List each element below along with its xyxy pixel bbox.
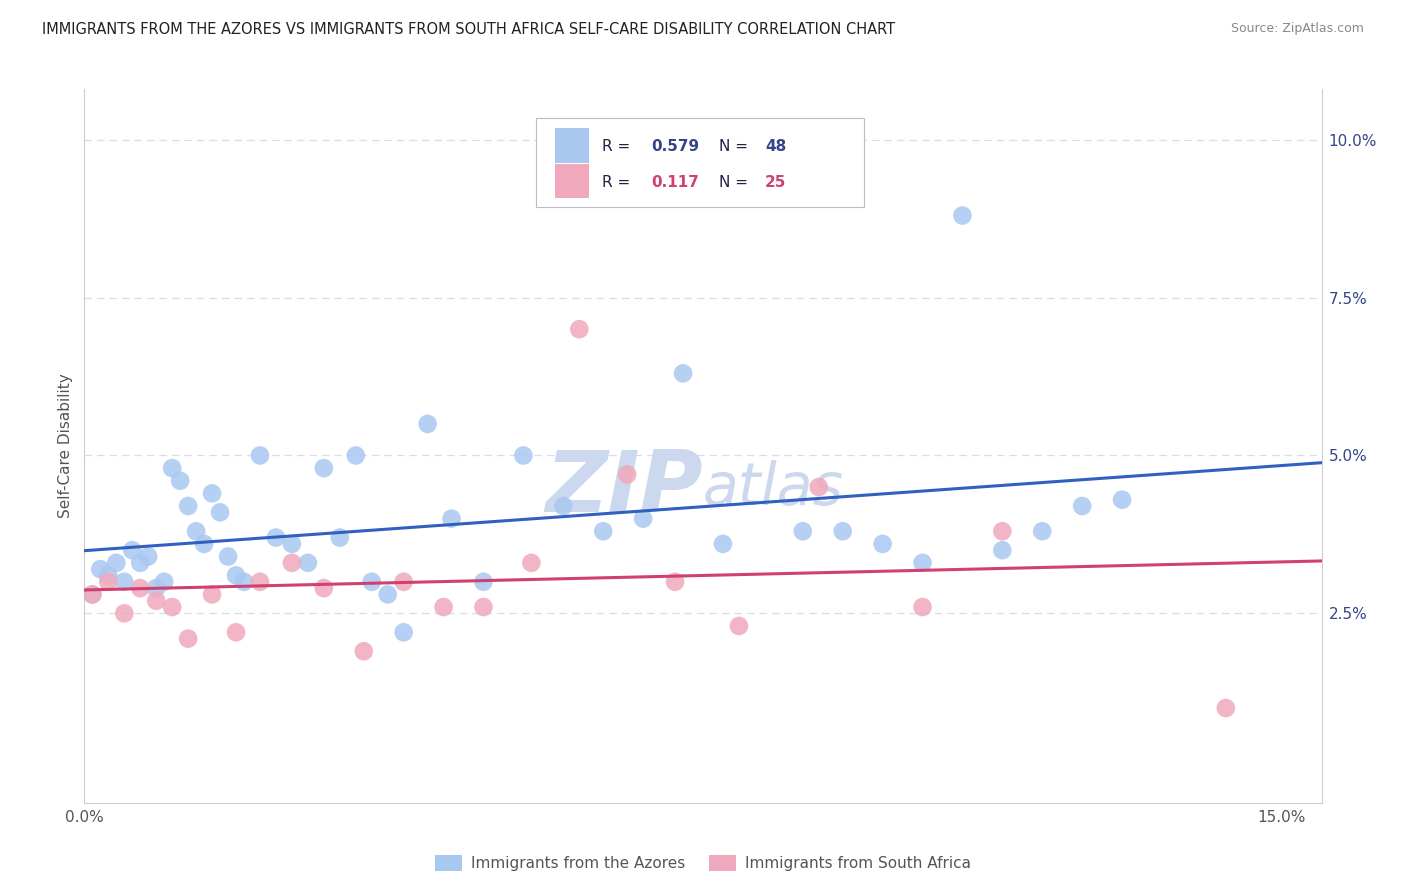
Point xyxy=(344,449,367,463)
Point xyxy=(792,524,814,539)
Point xyxy=(105,556,128,570)
Text: atlas: atlas xyxy=(703,460,844,517)
Point xyxy=(553,499,575,513)
Point xyxy=(97,568,120,582)
Point xyxy=(568,322,591,336)
Point xyxy=(145,581,167,595)
Point xyxy=(97,574,120,589)
Point xyxy=(472,600,495,615)
Point xyxy=(329,531,352,545)
Text: 48: 48 xyxy=(765,139,786,153)
Point xyxy=(177,632,200,646)
Point xyxy=(136,549,159,564)
Point xyxy=(281,537,304,551)
Point xyxy=(472,574,495,589)
Point xyxy=(233,574,256,589)
Point xyxy=(153,574,176,589)
Point xyxy=(82,587,104,601)
Point xyxy=(520,556,543,570)
Point xyxy=(249,449,271,463)
Point xyxy=(160,461,183,475)
Point xyxy=(160,600,183,615)
Text: 0.579: 0.579 xyxy=(651,139,699,153)
Point xyxy=(831,524,853,539)
Point xyxy=(991,524,1014,539)
Point xyxy=(209,505,232,519)
Point xyxy=(1215,701,1237,715)
Point xyxy=(217,549,239,564)
Point xyxy=(225,568,247,582)
FancyBboxPatch shape xyxy=(536,118,863,207)
Point xyxy=(432,600,454,615)
Point xyxy=(631,511,654,525)
Point xyxy=(112,574,135,589)
Point xyxy=(249,574,271,589)
Point xyxy=(353,644,375,658)
Text: N =: N = xyxy=(718,139,754,153)
Text: 0.117: 0.117 xyxy=(651,175,699,190)
Point xyxy=(377,587,399,601)
Point xyxy=(112,607,135,621)
Point xyxy=(312,581,335,595)
Point xyxy=(177,499,200,513)
Text: R =: R = xyxy=(602,175,640,190)
Point xyxy=(201,587,224,601)
Point xyxy=(82,587,104,601)
Point xyxy=(416,417,439,431)
Point xyxy=(312,461,335,475)
Point xyxy=(297,556,319,570)
Point xyxy=(1071,499,1094,513)
Point xyxy=(392,625,415,640)
Point xyxy=(121,543,143,558)
Point xyxy=(281,556,304,570)
Point xyxy=(807,480,830,494)
Text: N =: N = xyxy=(718,175,754,190)
FancyBboxPatch shape xyxy=(554,128,589,162)
Text: IMMIGRANTS FROM THE AZORES VS IMMIGRANTS FROM SOUTH AFRICA SELF-CARE DISABILITY : IMMIGRANTS FROM THE AZORES VS IMMIGRANTS… xyxy=(42,22,896,37)
Point xyxy=(991,543,1014,558)
Point xyxy=(1111,492,1133,507)
Text: 25: 25 xyxy=(765,175,786,190)
Point xyxy=(952,209,974,223)
Point xyxy=(664,574,686,589)
Point xyxy=(911,600,934,615)
FancyBboxPatch shape xyxy=(554,164,589,198)
Point xyxy=(201,486,224,500)
Point xyxy=(145,593,167,607)
Text: R =: R = xyxy=(602,139,634,153)
Point xyxy=(129,581,152,595)
Point xyxy=(193,537,215,551)
Point xyxy=(184,524,207,539)
Point xyxy=(911,556,934,570)
Point xyxy=(264,531,287,545)
Text: ZIP: ZIP xyxy=(546,447,703,531)
Point xyxy=(512,449,534,463)
Text: Source: ZipAtlas.com: Source: ZipAtlas.com xyxy=(1230,22,1364,36)
Point xyxy=(1031,524,1053,539)
Point xyxy=(872,537,894,551)
Point xyxy=(592,524,614,539)
Point xyxy=(440,511,463,525)
Point xyxy=(225,625,247,640)
Point xyxy=(672,367,695,381)
Point xyxy=(711,537,734,551)
Point xyxy=(169,474,191,488)
Point xyxy=(360,574,382,589)
Point xyxy=(89,562,111,576)
Point xyxy=(129,556,152,570)
Legend: Immigrants from the Azores, Immigrants from South Africa: Immigrants from the Azores, Immigrants f… xyxy=(429,849,977,877)
Point xyxy=(392,574,415,589)
Point xyxy=(616,467,638,482)
Point xyxy=(728,619,751,633)
Y-axis label: Self-Care Disability: Self-Care Disability xyxy=(58,374,73,518)
